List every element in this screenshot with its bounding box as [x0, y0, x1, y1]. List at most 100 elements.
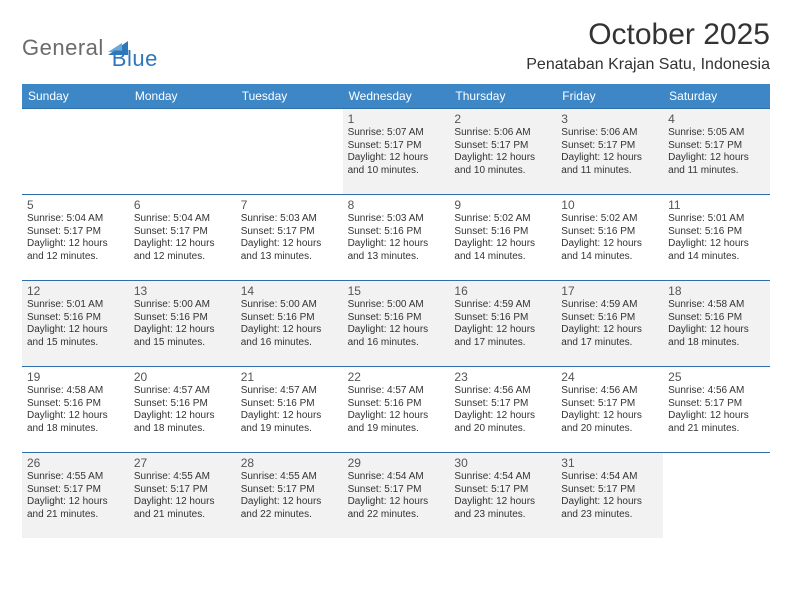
day-detail: Sunrise: 4:59 AMSunset: 5:16 PMDaylight:… — [454, 299, 552, 349]
day-detail: Sunrise: 5:00 AMSunset: 5:16 PMDaylight:… — [134, 299, 232, 349]
calendar-cell: 10Sunrise: 5:02 AMSunset: 5:16 PMDayligh… — [556, 194, 663, 280]
day-number: 1 — [348, 112, 446, 126]
day-detail: Sunrise: 4:54 AMSunset: 5:17 PMDaylight:… — [348, 471, 446, 521]
calendar-cell: 2Sunrise: 5:06 AMSunset: 5:17 PMDaylight… — [449, 108, 556, 194]
day-number: 21 — [241, 370, 339, 384]
day-header: Saturday — [663, 84, 770, 108]
day-detail: Sunrise: 4:54 AMSunset: 5:17 PMDaylight:… — [561, 471, 659, 521]
day-header: Monday — [129, 84, 236, 108]
calendar-cell-empty — [22, 108, 129, 194]
day-detail: Sunrise: 5:00 AMSunset: 5:16 PMDaylight:… — [241, 299, 339, 349]
calendar-cell: 17Sunrise: 4:59 AMSunset: 5:16 PMDayligh… — [556, 280, 663, 366]
calendar-page: General Blue October 2025 Penataban Kraj… — [0, 0, 792, 538]
day-detail: Sunrise: 4:55 AMSunset: 5:17 PMDaylight:… — [27, 471, 125, 521]
calendar-cell: 21Sunrise: 4:57 AMSunset: 5:16 PMDayligh… — [236, 366, 343, 452]
day-detail: Sunrise: 5:04 AMSunset: 5:17 PMDaylight:… — [27, 213, 125, 263]
day-number: 30 — [454, 456, 552, 470]
calendar-cell: 1Sunrise: 5:07 AMSunset: 5:17 PMDaylight… — [343, 108, 450, 194]
day-number: 12 — [27, 284, 125, 298]
calendar-cell-empty — [129, 108, 236, 194]
day-number: 15 — [348, 284, 446, 298]
location-label: Penataban Krajan Satu, Indonesia — [526, 56, 770, 74]
day-number: 18 — [668, 284, 766, 298]
day-number: 10 — [561, 198, 659, 212]
day-number: 5 — [27, 198, 125, 212]
day-number: 20 — [134, 370, 232, 384]
day-number: 3 — [561, 112, 659, 126]
day-header: Wednesday — [343, 84, 450, 108]
day-detail: Sunrise: 5:01 AMSunset: 5:16 PMDaylight:… — [27, 299, 125, 349]
calendar-cell: 25Sunrise: 4:56 AMSunset: 5:17 PMDayligh… — [663, 366, 770, 452]
day-number: 31 — [561, 456, 659, 470]
calendar-cell: 13Sunrise: 5:00 AMSunset: 5:16 PMDayligh… — [129, 280, 236, 366]
day-number: 19 — [27, 370, 125, 384]
day-detail: Sunrise: 4:59 AMSunset: 5:16 PMDaylight:… — [561, 299, 659, 349]
calendar-cell: 14Sunrise: 5:00 AMSunset: 5:16 PMDayligh… — [236, 280, 343, 366]
topbar: General Blue October 2025 Penataban Kraj… — [22, 18, 770, 74]
calendar-cell-empty — [663, 452, 770, 538]
day-number: 27 — [134, 456, 232, 470]
day-detail: Sunrise: 5:06 AMSunset: 5:17 PMDaylight:… — [454, 127, 552, 177]
calendar-cell: 30Sunrise: 4:54 AMSunset: 5:17 PMDayligh… — [449, 452, 556, 538]
day-number: 24 — [561, 370, 659, 384]
calendar-cell: 16Sunrise: 4:59 AMSunset: 5:16 PMDayligh… — [449, 280, 556, 366]
day-header: Sunday — [22, 84, 129, 108]
day-detail: Sunrise: 5:04 AMSunset: 5:17 PMDaylight:… — [134, 213, 232, 263]
day-detail: Sunrise: 5:07 AMSunset: 5:17 PMDaylight:… — [348, 127, 446, 177]
day-number: 14 — [241, 284, 339, 298]
day-header: Tuesday — [236, 84, 343, 108]
calendar-cell: 24Sunrise: 4:56 AMSunset: 5:17 PMDayligh… — [556, 366, 663, 452]
calendar-cell: 4Sunrise: 5:05 AMSunset: 5:17 PMDaylight… — [663, 108, 770, 194]
day-number: 4 — [668, 112, 766, 126]
day-header: Friday — [556, 84, 663, 108]
day-detail: Sunrise: 5:01 AMSunset: 5:16 PMDaylight:… — [668, 213, 766, 263]
calendar-cell: 27Sunrise: 4:55 AMSunset: 5:17 PMDayligh… — [129, 452, 236, 538]
day-detail: Sunrise: 5:06 AMSunset: 5:17 PMDaylight:… — [561, 127, 659, 177]
day-number: 11 — [668, 198, 766, 212]
calendar-cell: 19Sunrise: 4:58 AMSunset: 5:16 PMDayligh… — [22, 366, 129, 452]
day-detail: Sunrise: 5:00 AMSunset: 5:16 PMDaylight:… — [348, 299, 446, 349]
calendar-cell: 9Sunrise: 5:02 AMSunset: 5:16 PMDaylight… — [449, 194, 556, 280]
day-header: Thursday — [449, 84, 556, 108]
day-number: 9 — [454, 198, 552, 212]
day-detail: Sunrise: 4:54 AMSunset: 5:17 PMDaylight:… — [454, 471, 552, 521]
calendar-cell: 7Sunrise: 5:03 AMSunset: 5:17 PMDaylight… — [236, 194, 343, 280]
logo-text-general: General — [22, 35, 104, 61]
day-detail: Sunrise: 5:05 AMSunset: 5:17 PMDaylight:… — [668, 127, 766, 177]
day-detail: Sunrise: 5:03 AMSunset: 5:17 PMDaylight:… — [241, 213, 339, 263]
day-detail: Sunrise: 4:58 AMSunset: 5:16 PMDaylight:… — [27, 385, 125, 435]
day-detail: Sunrise: 5:02 AMSunset: 5:16 PMDaylight:… — [561, 213, 659, 263]
logo: General Blue — [22, 18, 158, 72]
calendar: SundayMondayTuesdayWednesdayThursdayFrid… — [22, 84, 770, 538]
calendar-cell: 8Sunrise: 5:03 AMSunset: 5:16 PMDaylight… — [343, 194, 450, 280]
month-title: October 2025 — [526, 18, 770, 52]
calendar-cell: 18Sunrise: 4:58 AMSunset: 5:16 PMDayligh… — [663, 280, 770, 366]
day-detail: Sunrise: 4:56 AMSunset: 5:17 PMDaylight:… — [454, 385, 552, 435]
day-number: 13 — [134, 284, 232, 298]
calendar-cell: 11Sunrise: 5:01 AMSunset: 5:16 PMDayligh… — [663, 194, 770, 280]
day-number: 29 — [348, 456, 446, 470]
day-number: 16 — [454, 284, 552, 298]
calendar-cell: 20Sunrise: 4:57 AMSunset: 5:16 PMDayligh… — [129, 366, 236, 452]
calendar-cell: 3Sunrise: 5:06 AMSunset: 5:17 PMDaylight… — [556, 108, 663, 194]
day-number: 28 — [241, 456, 339, 470]
day-number: 26 — [27, 456, 125, 470]
logo-text-blue: Blue — [112, 24, 158, 72]
day-number: 2 — [454, 112, 552, 126]
day-number: 6 — [134, 198, 232, 212]
day-detail: Sunrise: 5:02 AMSunset: 5:16 PMDaylight:… — [454, 213, 552, 263]
day-detail: Sunrise: 4:57 AMSunset: 5:16 PMDaylight:… — [134, 385, 232, 435]
day-number: 17 — [561, 284, 659, 298]
day-detail: Sunrise: 4:56 AMSunset: 5:17 PMDaylight:… — [561, 385, 659, 435]
day-detail: Sunrise: 5:03 AMSunset: 5:16 PMDaylight:… — [348, 213, 446, 263]
day-number: 22 — [348, 370, 446, 384]
calendar-cell: 23Sunrise: 4:56 AMSunset: 5:17 PMDayligh… — [449, 366, 556, 452]
calendar-cell: 15Sunrise: 5:00 AMSunset: 5:16 PMDayligh… — [343, 280, 450, 366]
calendar-cell: 28Sunrise: 4:55 AMSunset: 5:17 PMDayligh… — [236, 452, 343, 538]
day-detail: Sunrise: 4:57 AMSunset: 5:16 PMDaylight:… — [241, 385, 339, 435]
calendar-cell-empty — [236, 108, 343, 194]
calendar-body: 1Sunrise: 5:07 AMSunset: 5:17 PMDaylight… — [22, 108, 770, 538]
day-number: 23 — [454, 370, 552, 384]
day-number: 25 — [668, 370, 766, 384]
calendar-cell: 29Sunrise: 4:54 AMSunset: 5:17 PMDayligh… — [343, 452, 450, 538]
